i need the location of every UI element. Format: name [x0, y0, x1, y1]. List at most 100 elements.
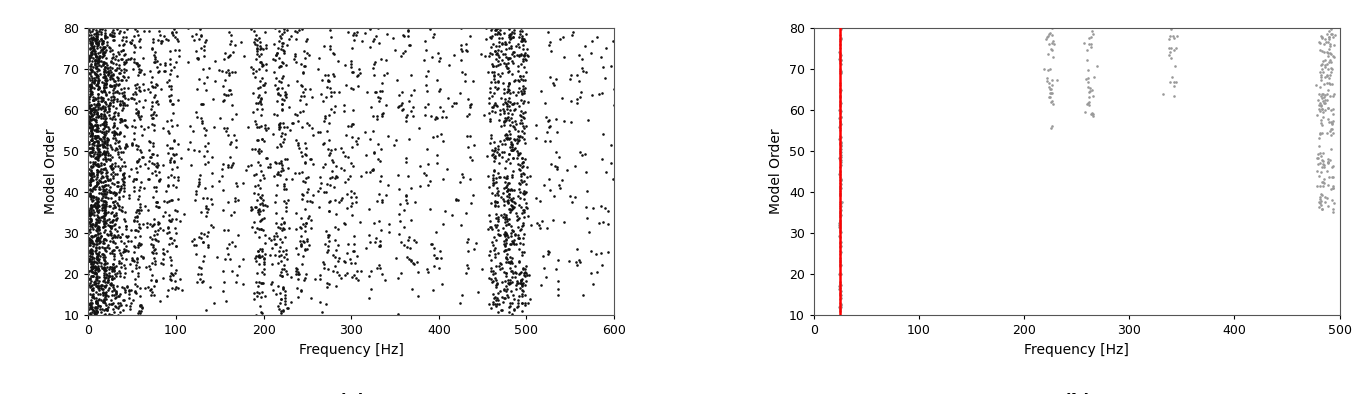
Point: [509, 52, 530, 58]
Point: [364, 238, 386, 245]
Point: [84, 232, 106, 238]
Point: [511, 36, 533, 43]
Point: [397, 27, 419, 33]
Point: [265, 209, 287, 216]
Point: [321, 167, 343, 174]
Point: [1318, 174, 1340, 180]
Point: [190, 230, 212, 236]
Point: [344, 232, 366, 239]
Point: [112, 56, 133, 63]
Point: [97, 169, 118, 175]
Point: [264, 173, 286, 179]
Point: [267, 50, 288, 56]
Point: [366, 235, 388, 242]
Point: [494, 141, 515, 147]
Point: [828, 125, 850, 131]
Point: [189, 26, 211, 32]
Point: [78, 56, 99, 62]
Point: [245, 121, 267, 127]
Point: [92, 45, 114, 51]
Point: [103, 309, 125, 315]
Point: [86, 106, 107, 113]
Point: [494, 233, 515, 240]
Point: [268, 55, 290, 61]
Point: [326, 269, 348, 275]
Point: [828, 238, 850, 245]
Point: [498, 80, 520, 87]
Point: [457, 144, 479, 150]
Point: [496, 246, 518, 253]
Point: [248, 92, 269, 98]
Point: [431, 281, 453, 287]
Point: [505, 231, 526, 237]
Point: [88, 282, 110, 289]
Point: [340, 203, 362, 210]
Point: [498, 88, 520, 95]
Point: [288, 169, 310, 176]
Point: [246, 51, 268, 57]
Point: [86, 121, 107, 128]
Point: [484, 270, 506, 277]
Point: [830, 82, 851, 88]
Point: [830, 304, 851, 310]
Point: [291, 261, 313, 268]
Point: [460, 176, 481, 182]
Point: [502, 167, 524, 174]
Point: [143, 109, 165, 115]
Point: [199, 284, 220, 290]
Point: [291, 83, 313, 89]
Point: [83, 186, 105, 192]
Point: [1160, 48, 1182, 55]
Point: [84, 295, 106, 301]
Point: [97, 209, 118, 215]
Point: [1312, 98, 1334, 104]
Point: [830, 119, 851, 125]
Point: [513, 159, 534, 165]
Point: [498, 309, 520, 315]
Point: [106, 125, 128, 131]
Point: [513, 90, 534, 97]
Point: [830, 221, 851, 227]
Point: [548, 182, 570, 188]
Point: [154, 67, 175, 74]
Point: [496, 155, 518, 162]
Point: [1321, 174, 1342, 180]
Point: [122, 297, 144, 303]
Point: [284, 28, 306, 34]
Point: [426, 132, 447, 139]
Point: [340, 212, 362, 218]
Point: [511, 38, 533, 44]
Point: [192, 66, 214, 72]
Point: [158, 198, 180, 204]
Point: [196, 209, 218, 215]
Point: [486, 86, 507, 92]
Point: [106, 171, 128, 177]
Point: [82, 234, 103, 240]
Point: [264, 241, 286, 247]
Point: [510, 73, 532, 79]
Point: [294, 179, 316, 186]
Point: [272, 75, 294, 82]
Point: [409, 163, 431, 169]
Point: [340, 188, 362, 195]
Point: [83, 240, 105, 247]
Point: [165, 46, 186, 53]
Point: [189, 263, 211, 269]
Point: [113, 101, 135, 108]
Point: [1322, 185, 1344, 191]
Point: [94, 150, 116, 156]
Point: [509, 293, 530, 299]
Point: [1318, 34, 1340, 40]
Point: [322, 50, 344, 56]
Point: [830, 162, 851, 168]
Point: [496, 132, 518, 138]
Point: [513, 115, 534, 121]
Point: [84, 117, 106, 123]
Point: [102, 217, 124, 224]
Point: [112, 193, 133, 200]
Point: [116, 142, 137, 148]
Point: [498, 221, 520, 227]
Point: [585, 251, 607, 257]
Point: [95, 130, 117, 136]
Point: [212, 83, 234, 89]
